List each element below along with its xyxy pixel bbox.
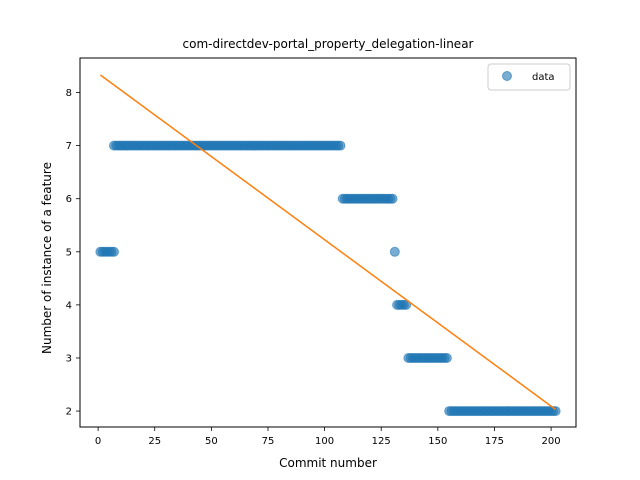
y-tick-label: 6 bbox=[66, 194, 72, 205]
x-tick-label: 50 bbox=[205, 436, 218, 447]
data-point bbox=[441, 352, 452, 363]
legend-box bbox=[487, 63, 571, 91]
y-tick-label: 4 bbox=[66, 300, 72, 311]
legend-entry-data: data bbox=[532, 72, 555, 83]
legend: data bbox=[487, 63, 571, 91]
chart-title: com-directdev-portal_property_delegation… bbox=[183, 37, 474, 51]
data-point bbox=[335, 140, 346, 151]
y-tick-label: 8 bbox=[66, 88, 72, 99]
x-tick-label: 0 bbox=[95, 436, 101, 447]
x-axis: 0 25 50 75 100 125 150 175 200 bbox=[95, 427, 561, 447]
data-point bbox=[108, 246, 119, 257]
y-tick-label: 5 bbox=[66, 247, 72, 258]
legend-marker-data bbox=[502, 71, 512, 81]
data-point bbox=[389, 246, 400, 257]
data-point bbox=[550, 406, 561, 417]
y-tick-label: 7 bbox=[66, 141, 72, 152]
fit-line bbox=[99, 74, 557, 411]
x-tick-label: 100 bbox=[315, 436, 334, 447]
x-tick-label: 75 bbox=[262, 436, 275, 447]
y-tick-label: 3 bbox=[66, 353, 72, 364]
x-tick-label: 200 bbox=[542, 436, 561, 447]
x-tick-label: 125 bbox=[372, 436, 391, 447]
y-axis: 2 3 4 5 6 7 8 bbox=[66, 88, 80, 418]
data-point bbox=[387, 193, 398, 204]
y-axis-label: Number of instance of a feature bbox=[40, 162, 54, 354]
y-tick-label: 2 bbox=[66, 407, 72, 418]
axes-frame bbox=[79, 57, 577, 428]
x-tick-label: 150 bbox=[428, 436, 447, 447]
x-axis-label: Commit number bbox=[279, 456, 377, 470]
x-tick-label: 25 bbox=[148, 436, 161, 447]
x-tick-label: 175 bbox=[485, 436, 504, 447]
plot-area bbox=[95, 74, 561, 417]
